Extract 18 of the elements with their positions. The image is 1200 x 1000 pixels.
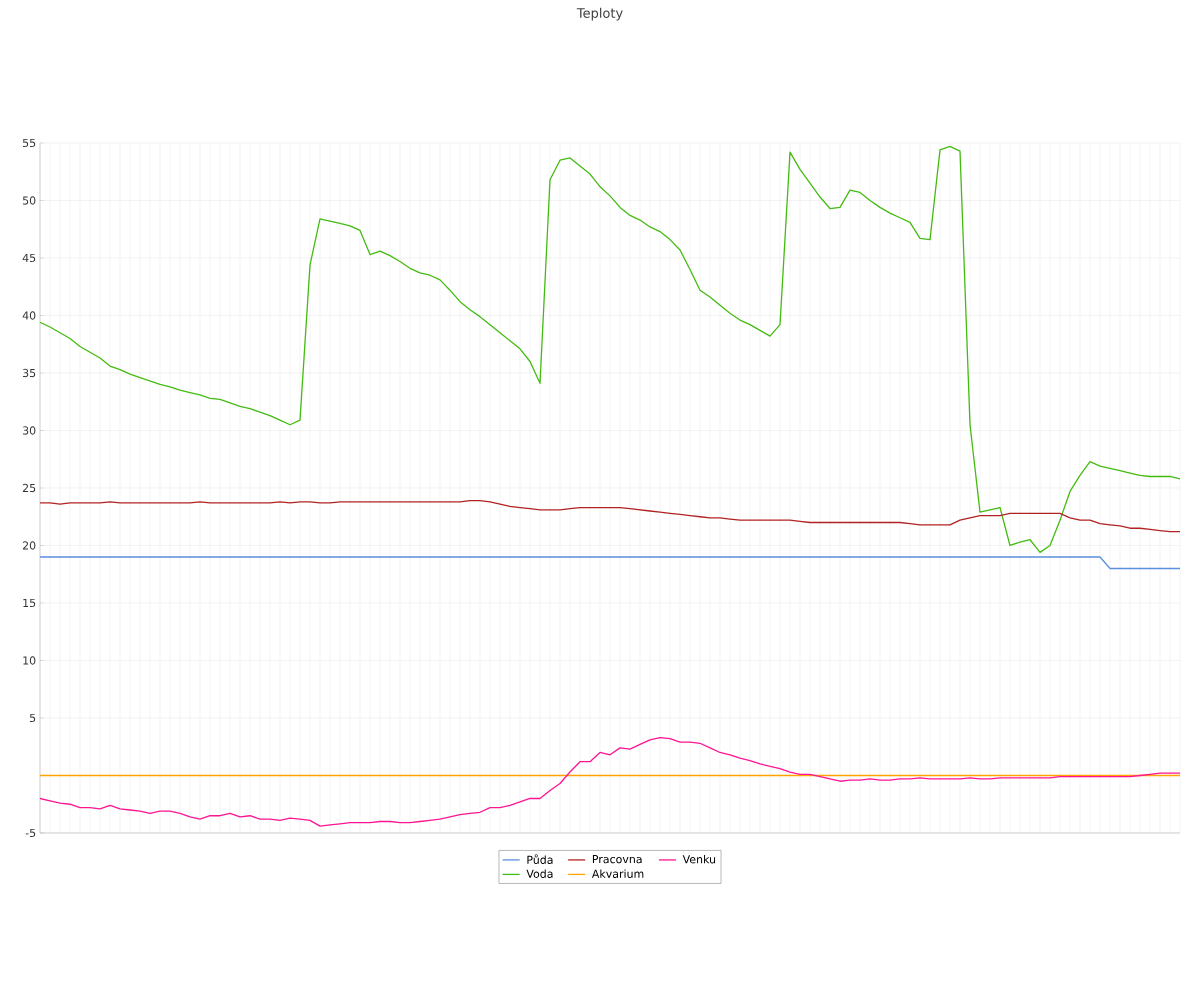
y-tick-label: 45 <box>22 253 36 263</box>
y-tick-label: 50 <box>22 196 36 205</box>
y-tick-label: 35 <box>22 368 36 378</box>
y-tick-label: 55 <box>22 138 36 148</box>
legend-label: Voda <box>526 869 553 878</box>
legend-label: Venku <box>682 854 716 864</box>
chart-title: Teploty <box>576 7 623 21</box>
legend-label: Akvarium <box>591 869 644 878</box>
legend-label: Půda <box>527 854 553 864</box>
y-tick-label: 40 <box>22 311 36 320</box>
y-tick-label: 20 <box>22 541 36 550</box>
y-tick-label: -5 <box>25 828 36 838</box>
y-tick-label: 5 <box>29 713 36 723</box>
legend-label: Pracovna <box>592 855 642 864</box>
y-tick-label: 25 <box>22 483 36 493</box>
y-tick-label: 10 <box>23 656 36 665</box>
y-tick-label: 15 <box>23 598 36 608</box>
y-tick-label: 30 <box>22 426 36 435</box>
